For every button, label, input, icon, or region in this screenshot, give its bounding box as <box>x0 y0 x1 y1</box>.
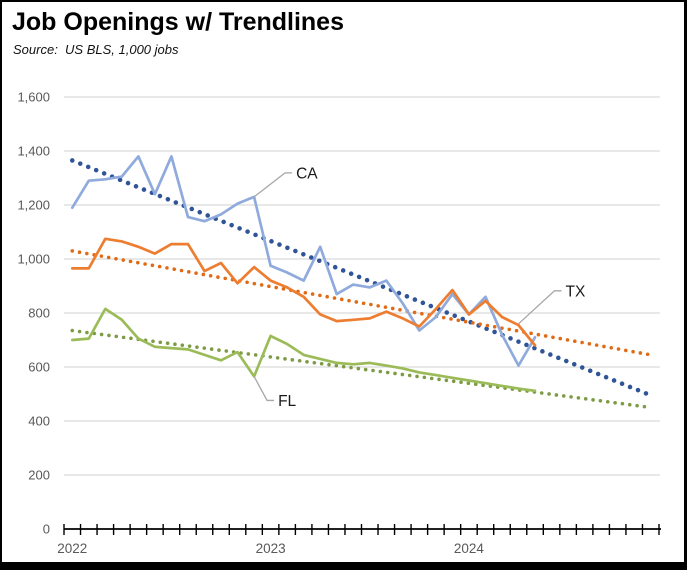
tx-callout-leader <box>518 290 562 325</box>
y-axis-label: 1,200 <box>17 198 50 213</box>
x-axis-year-label: 2023 <box>256 541 286 556</box>
chart-subtitle: Source: US BLS, 1,000 jobs <box>13 42 179 57</box>
y-axis-label: 0 <box>43 522 50 537</box>
y-axis-label: 800 <box>28 306 50 321</box>
y-axis-label: 1,400 <box>17 144 50 159</box>
y-axis-label: 400 <box>28 414 50 429</box>
fl-callout-leader <box>253 376 275 402</box>
ca-line <box>70 155 537 367</box>
ca-series-label: CA <box>296 165 318 182</box>
fl-trendline <box>70 328 653 410</box>
y-axis-label: 1,000 <box>17 252 50 267</box>
tx-series-label: TX <box>566 283 586 300</box>
tx-line <box>70 237 537 347</box>
tx-trendline <box>70 249 653 357</box>
ca-callout-leader <box>253 172 293 198</box>
y-axis-label: 600 <box>28 360 50 375</box>
fl-series-label: FL <box>278 393 296 410</box>
y-axis-label: 200 <box>28 468 50 483</box>
chart-title: Job Openings w/ Trendlines <box>12 8 344 36</box>
x-axis-year-label: 2022 <box>57 541 87 556</box>
ca-trendline <box>69 158 654 398</box>
fl-line <box>70 307 537 393</box>
x-axis-year-label: 2024 <box>454 541 485 556</box>
y-axis-label: 1,600 <box>17 90 50 105</box>
